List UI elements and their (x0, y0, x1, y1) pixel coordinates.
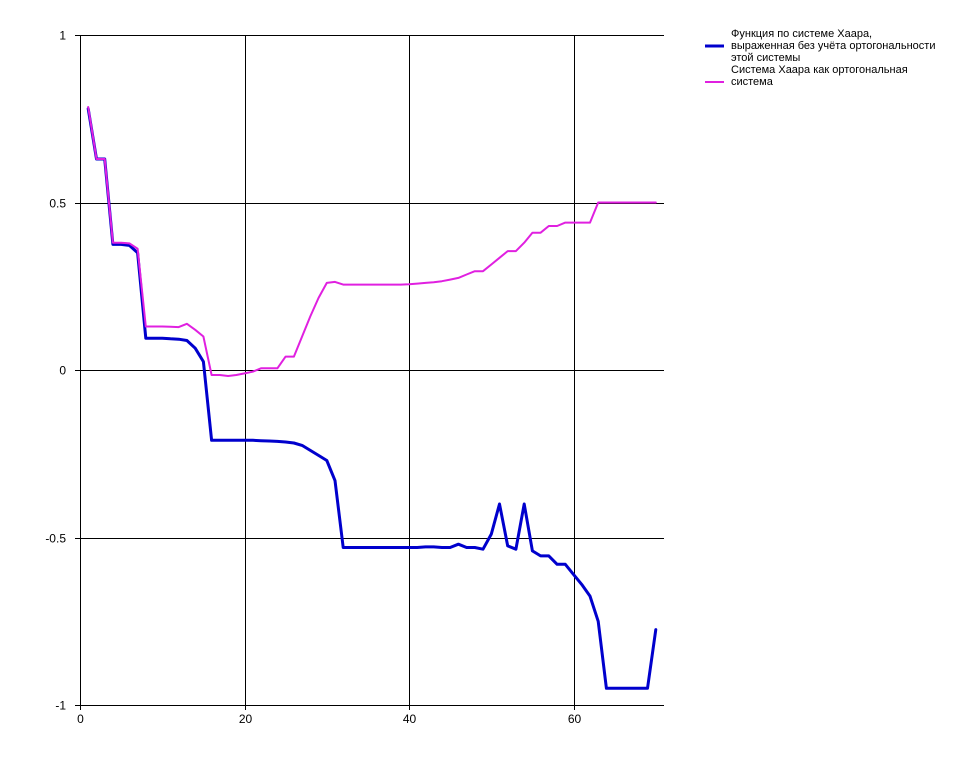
y-tick-label: 1 (59, 29, 66, 43)
legend-label-line: этой системы (731, 52, 800, 64)
series-line-1 (86, 107, 658, 690)
x-tick-label: 0 (77, 712, 84, 726)
x-tick-label: 60 (568, 712, 582, 726)
legend: Функция по системе Хаара,выраженная без … (705, 28, 935, 88)
axes (75, 35, 664, 710)
grid (80, 35, 664, 706)
y-tick-label: 0 (59, 364, 66, 378)
y-tick-label: -0.5 (45, 532, 66, 546)
legend-label-line: Система Хаара как ортогональная (731, 64, 908, 76)
legend-item-1: Функция по системе Хаара,выраженная без … (705, 28, 935, 64)
x-tick-label: 40 (403, 712, 417, 726)
legend-label-line: система (731, 76, 774, 88)
tick-labels: 0 20 40 60 1 0.5 0 -0.5 -1 (45, 29, 581, 727)
y-tick-label: -1 (55, 699, 66, 713)
series-line-2 (87, 106, 657, 377)
x-tick-label: 20 (239, 712, 253, 726)
legend-label-line: выраженная без учёта ортогональности (731, 40, 935, 52)
y-tick-label: 0.5 (49, 197, 66, 211)
legend-label-line: Функция по системе Хаара, (731, 28, 872, 40)
series-group (86, 106, 658, 690)
